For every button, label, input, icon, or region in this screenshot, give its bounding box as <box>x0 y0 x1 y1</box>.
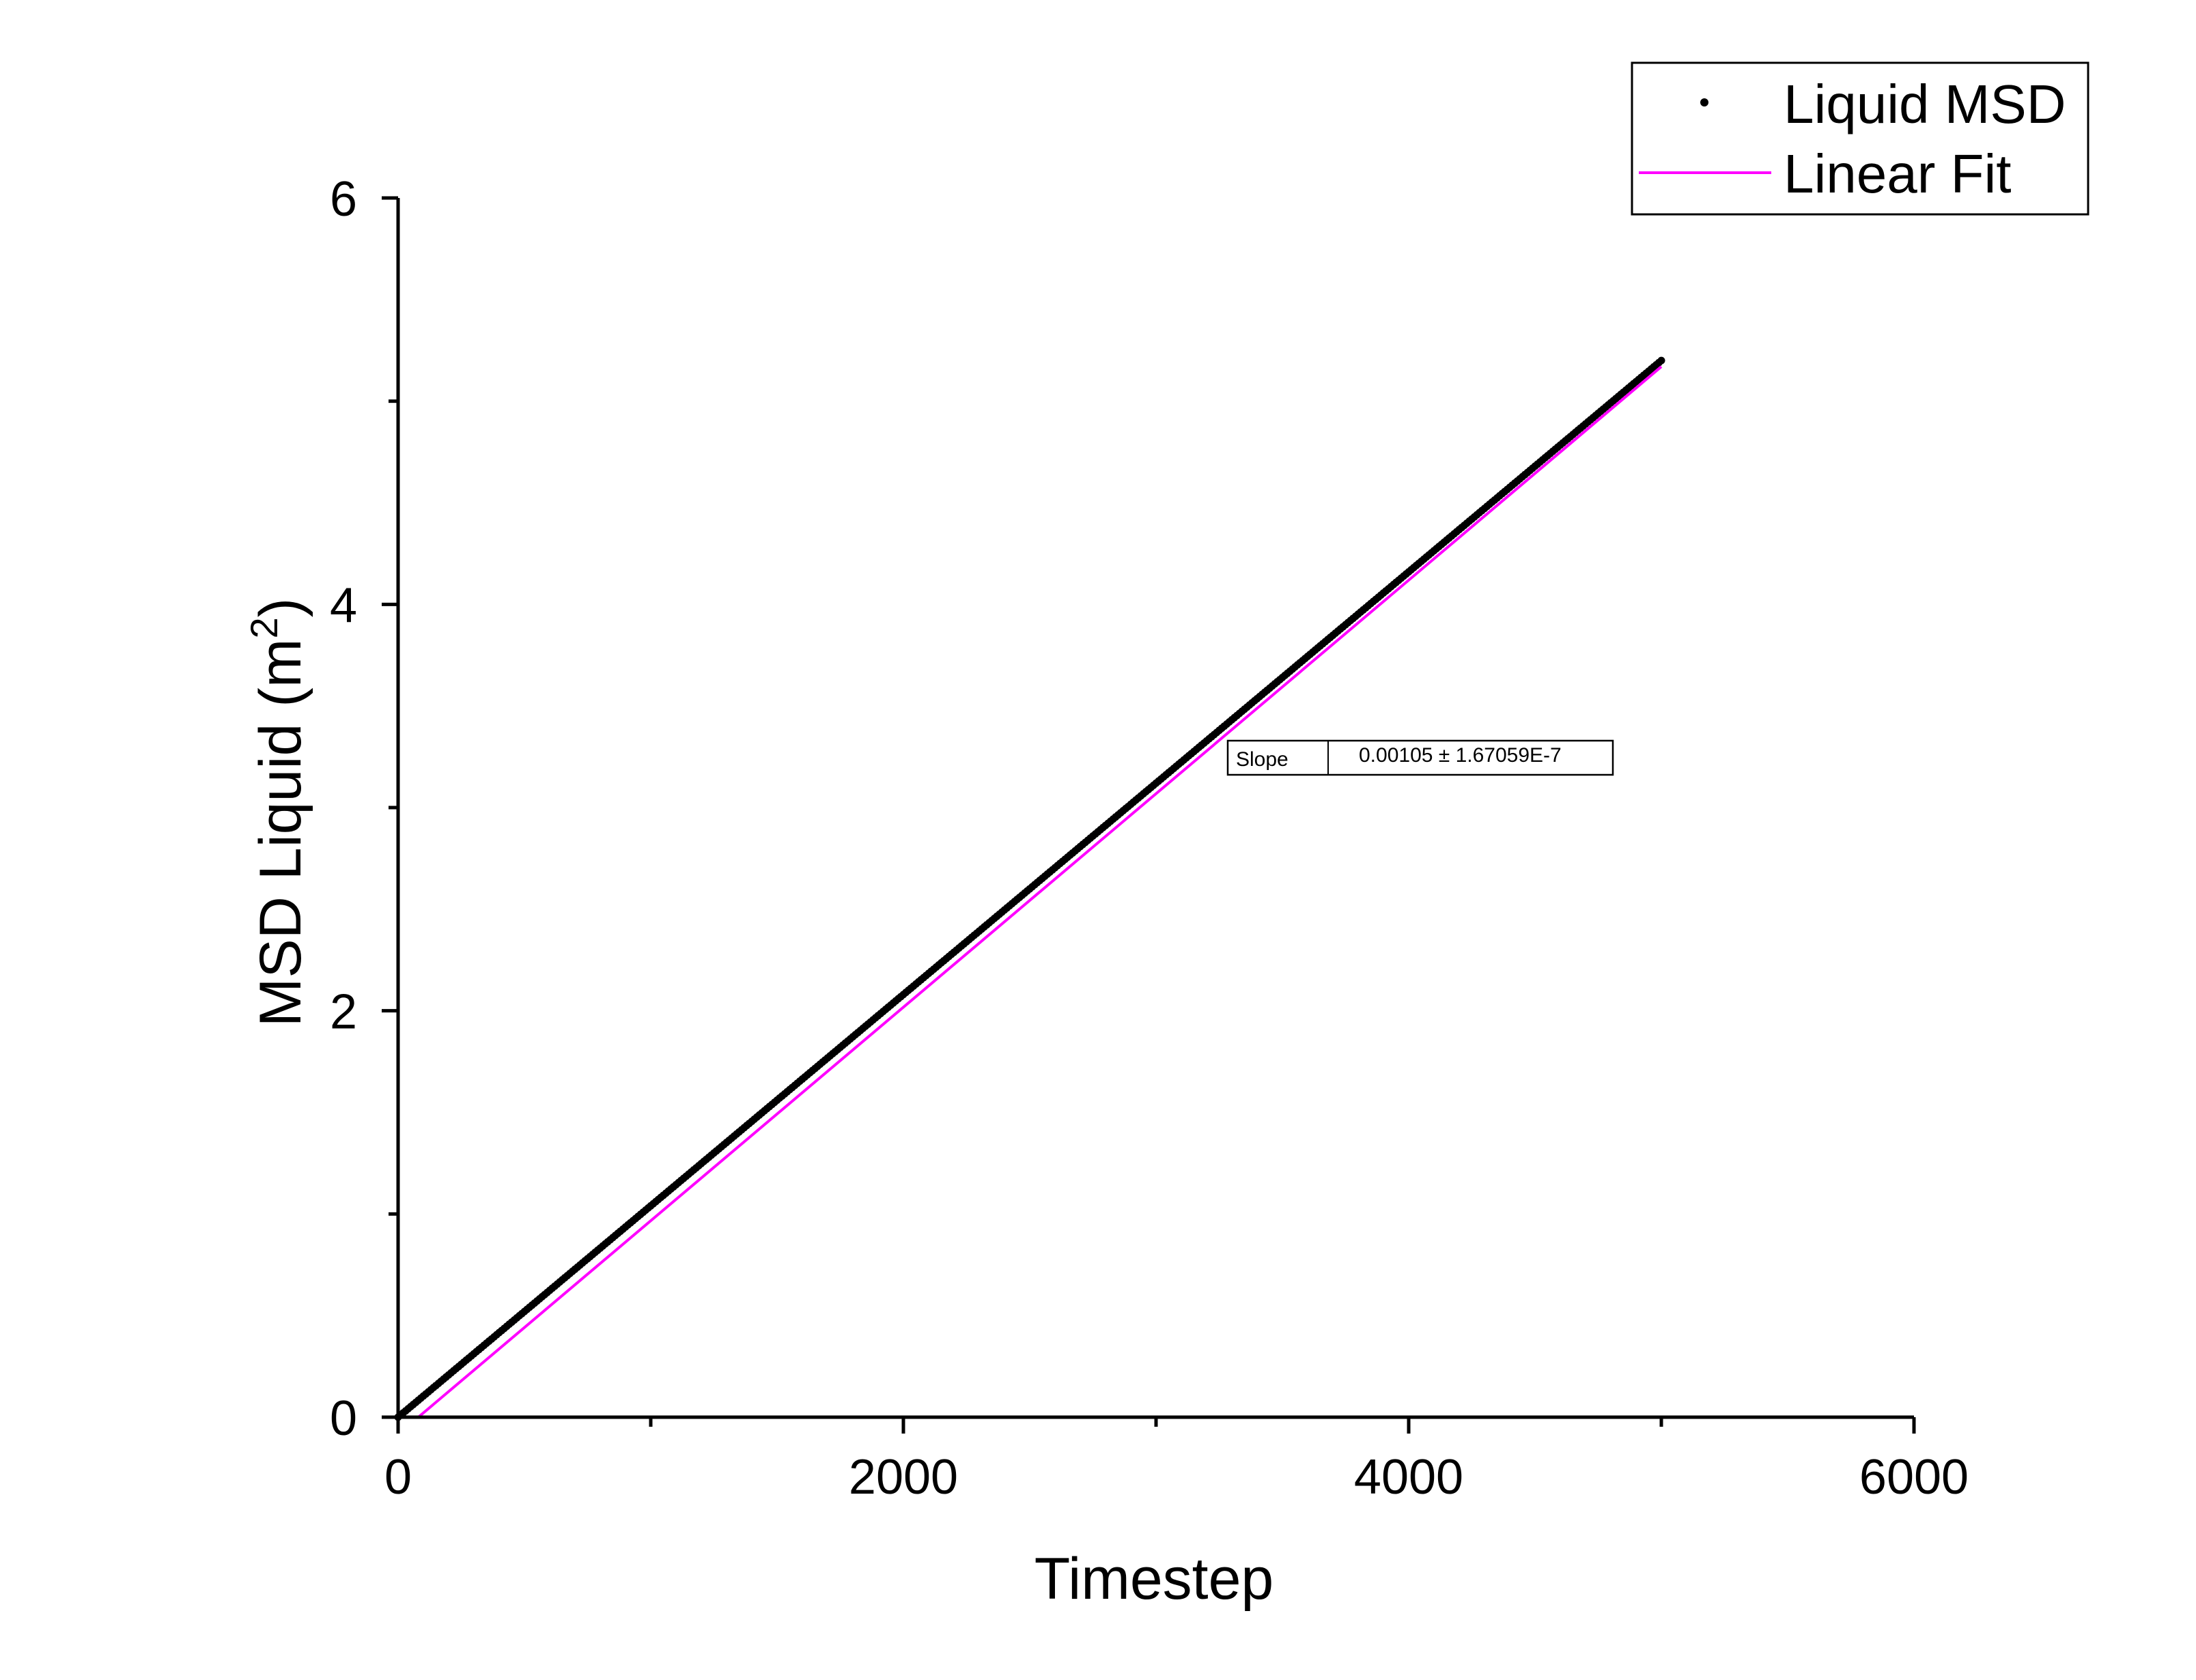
y-tick-label: 4 <box>330 578 357 633</box>
fit-table-frame <box>1226 739 1614 776</box>
y-axis-title-main: MSD Liquid (m <box>248 639 313 1027</box>
x-axis-title: Timestep <box>1034 1546 1273 1612</box>
legend-label-liquid-msd: Liquid MSD <box>1784 74 2066 134</box>
x-tick-label: 4000 <box>1354 1450 1463 1505</box>
y-axis-title-close: ) <box>248 598 313 618</box>
x-tick-label: 6000 <box>1859 1450 1969 1505</box>
x-tick-label: 0 <box>384 1450 412 1505</box>
fit-results-table: Slope 0.00105 ± 1.67059E-7 <box>1226 739 1614 776</box>
y-tick-label: 0 <box>330 1391 357 1446</box>
legend-frame <box>1631 61 2089 216</box>
y-tick-label: 2 <box>330 985 357 1040</box>
series-linear-fit <box>417 365 1663 1419</box>
legend-marker-liquid-msd <box>1700 98 1708 106</box>
y-tick-label: 6 <box>330 172 357 227</box>
legend-label-linear-fit: Linear Fit <box>1784 143 2011 204</box>
data-point <box>1657 356 1665 365</box>
x-tick-label: 2000 <box>849 1450 958 1505</box>
series-liquid-msd <box>394 356 1665 1421</box>
fit-table-value: 0.00105 ± 1.67059E-7 <box>1359 744 1562 767</box>
y-axis-title: MSD Liquid (m2) <box>242 598 313 1027</box>
series-layer <box>394 356 1665 1421</box>
axes-layer <box>396 198 1914 1419</box>
ticks-layer: 0 2000 4000 6000 0 2 4 6 <box>330 172 1969 1505</box>
y-axis-title-superscript: 2 <box>242 617 285 638</box>
legend: Liquid MSD Linear Fit <box>1631 61 2089 216</box>
fit-table-label: Slope <box>1236 748 1289 771</box>
